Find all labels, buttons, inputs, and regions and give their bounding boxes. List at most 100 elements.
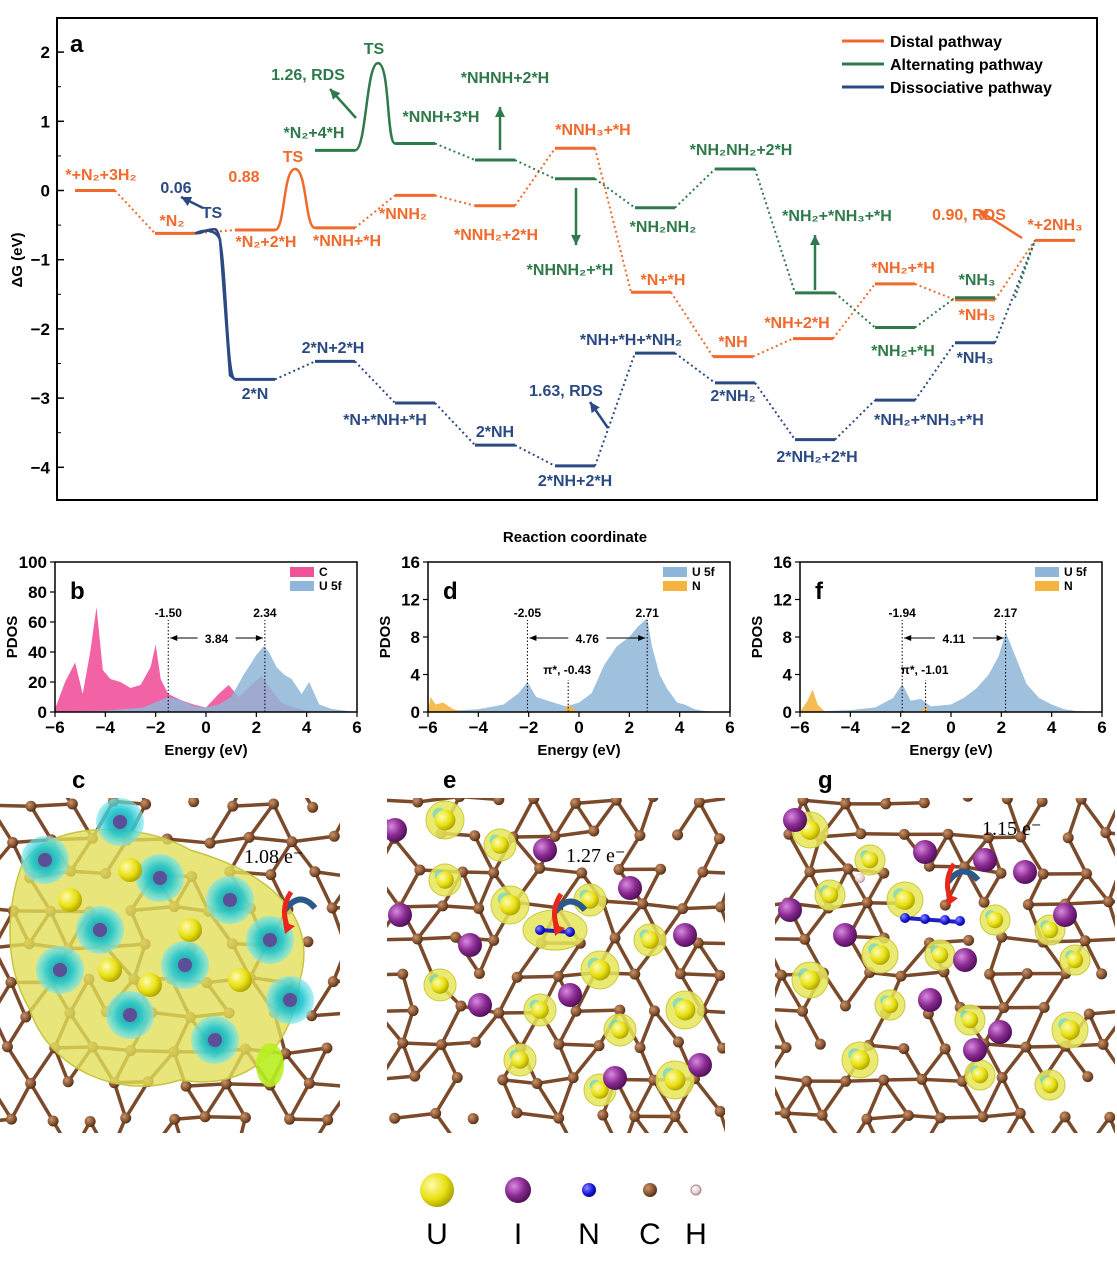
iodine-atom <box>963 1038 987 1062</box>
carbon-bond <box>537 1083 559 1118</box>
ts-barrier <box>275 169 315 230</box>
pathway-connector <box>835 293 875 328</box>
carbon-bond <box>0 767 8 805</box>
level-label-nh2-h: *NH₂+*H <box>871 260 935 277</box>
iodine-atom <box>783 808 807 832</box>
carbon-bond <box>375 838 394 872</box>
level-label-two-nh2: 2*NH₂ <box>710 388 755 405</box>
y-tick-label: 16 <box>401 553 420 572</box>
carbon-atom <box>1023 899 1034 910</box>
x-tick-label: 0 <box>946 718 955 737</box>
carbon-bond <box>1044 973 1065 1007</box>
carbon-atom <box>1060 1111 1071 1122</box>
carbon-bond <box>941 762 980 765</box>
carbon-atom <box>840 1001 851 1012</box>
carbon-bond <box>47 772 72 804</box>
carbon-atom <box>368 1115 379 1126</box>
carbon-atom <box>634 830 645 841</box>
carbon-bond <box>540 868 582 873</box>
carbon-bond <box>734 837 758 874</box>
iodine-atom <box>1053 903 1077 927</box>
carbon-bond <box>722 974 749 1007</box>
carbon-atom <box>468 1113 479 1124</box>
carbon-atom <box>351 763 362 774</box>
y-tick-label: 0 <box>783 703 792 722</box>
carbon-atom <box>673 1036 684 1047</box>
carbon-bond <box>534 798 555 836</box>
carbon-bond <box>11 1083 30 1119</box>
carbon-bond <box>377 939 418 940</box>
carbon-bond <box>359 834 375 872</box>
level-label-nh: *NH <box>718 334 747 351</box>
carbon-atom <box>655 864 666 875</box>
carbon-atom <box>181 1081 192 1092</box>
carbon-bond <box>722 942 748 974</box>
carbon-atom <box>862 897 873 908</box>
gap-arrow-head <box>997 635 1004 641</box>
carbon-atom <box>284 765 295 776</box>
carbon-atom <box>63 1076 74 1087</box>
carbon-atom <box>737 1008 748 1019</box>
carbon-bond <box>358 1043 379 1079</box>
level-label-nhnh2-h: *NHNH₂+*H <box>527 262 614 279</box>
carbon-atom <box>307 802 318 813</box>
carbon-bond <box>1081 799 1106 832</box>
carbon-bond <box>905 766 924 803</box>
carbon-atom <box>437 900 448 911</box>
iodine-atom <box>673 923 697 947</box>
carbon-atom <box>919 797 930 808</box>
carbon-atom <box>649 1005 660 1016</box>
carbon-bond <box>499 761 516 799</box>
uranium-atom-icon <box>420 1173 454 1207</box>
carbon-atom <box>840 1076 851 1087</box>
carbon-atom <box>309 866 320 877</box>
pathway-connector <box>915 284 955 300</box>
panel-c-letter: c <box>72 767 85 794</box>
carbon-bond <box>764 939 805 940</box>
carbon-bond <box>1065 1046 1087 1076</box>
uranium-atom <box>491 836 509 854</box>
carbon-atom <box>367 832 378 843</box>
uranium-atom <box>500 895 521 916</box>
iodine-atom <box>458 933 482 957</box>
carbon-bond <box>922 1049 945 1079</box>
carbon-bond <box>724 1082 748 1113</box>
iodine-atom <box>283 993 297 1007</box>
carbon-bond <box>683 872 703 909</box>
carbon-atom <box>840 798 851 809</box>
x-tick-label: −2 <box>891 718 910 737</box>
level-label-nh3-alt: *NH₃ <box>959 272 996 289</box>
carbon-atom <box>1015 1108 1026 1119</box>
carbon-bond <box>905 765 941 766</box>
carbon-bond <box>436 1113 461 1148</box>
carbon-bond <box>351 1053 374 1087</box>
annotation-diss-rds: 1.63, RDS <box>529 383 603 400</box>
carbon-bond <box>603 901 643 904</box>
carbon-bond <box>616 800 640 835</box>
carbon-atom <box>711 760 722 769</box>
iodine-atom <box>973 848 997 872</box>
carbon-atom <box>361 767 372 778</box>
carbon-atom <box>1096 968 1107 979</box>
y-tick-label: 8 <box>783 628 792 647</box>
level-label-nh-h-nh2: *NH+*H+*NH₂ <box>580 332 682 349</box>
pathway-connector <box>675 353 715 383</box>
carbon-bond <box>513 798 534 837</box>
y-tick-label: −3 <box>31 389 50 408</box>
y-tick-label: 1 <box>41 112 50 131</box>
carbon-atom <box>936 760 947 770</box>
carbon-bond <box>768 1076 785 1113</box>
carbon-bond <box>555 831 594 836</box>
carbon-bond <box>333 980 373 981</box>
carbon-atom <box>593 1040 604 1051</box>
carbon-bond <box>1002 1047 1026 1078</box>
carbon-atom <box>350 897 361 908</box>
carbon-bond <box>328 772 351 806</box>
carbon-bond <box>286 1048 327 1054</box>
carbon-bond <box>559 1011 576 1044</box>
carbon-atom <box>244 832 255 843</box>
carbon-bond <box>332 908 346 948</box>
carbon-atom <box>752 831 763 842</box>
carbon-bond <box>351 772 366 806</box>
